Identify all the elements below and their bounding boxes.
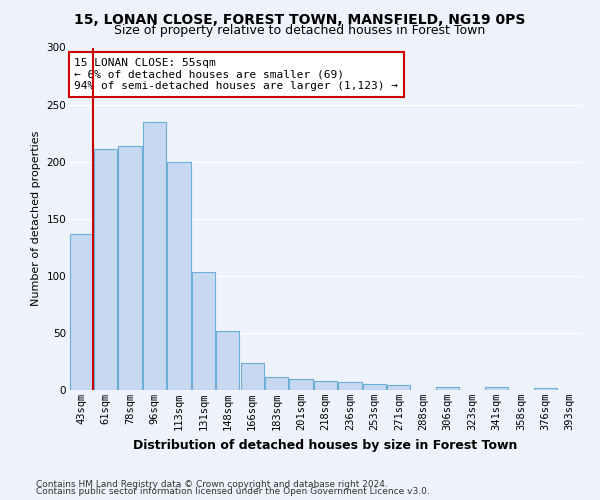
X-axis label: Distribution of detached houses by size in Forest Town: Distribution of detached houses by size … — [133, 438, 518, 452]
Bar — [338, 382, 362, 390]
Bar — [192, 272, 215, 390]
Bar — [216, 330, 239, 390]
Bar — [363, 384, 386, 390]
Bar — [485, 386, 508, 390]
Y-axis label: Number of detached properties: Number of detached properties — [31, 131, 41, 306]
Bar — [241, 362, 264, 390]
Text: Size of property relative to detached houses in Forest Town: Size of property relative to detached ho… — [115, 24, 485, 37]
Bar — [167, 162, 191, 390]
Bar — [118, 146, 142, 390]
Bar — [436, 386, 459, 390]
Bar — [314, 381, 337, 390]
Text: Contains public sector information licensed under the Open Government Licence v3: Contains public sector information licen… — [36, 487, 430, 496]
Bar — [387, 386, 410, 390]
Bar — [534, 388, 557, 390]
Text: 15, LONAN CLOSE, FOREST TOWN, MANSFIELD, NG19 0PS: 15, LONAN CLOSE, FOREST TOWN, MANSFIELD,… — [74, 12, 526, 26]
Bar — [94, 149, 117, 390]
Bar — [143, 122, 166, 390]
Bar — [265, 378, 288, 390]
Bar — [70, 234, 93, 390]
Text: 15 LONAN CLOSE: 55sqm
← 6% of detached houses are smaller (69)
94% of semi-detac: 15 LONAN CLOSE: 55sqm ← 6% of detached h… — [74, 58, 398, 91]
Bar — [289, 378, 313, 390]
Text: Contains HM Land Registry data © Crown copyright and database right 2024.: Contains HM Land Registry data © Crown c… — [36, 480, 388, 489]
